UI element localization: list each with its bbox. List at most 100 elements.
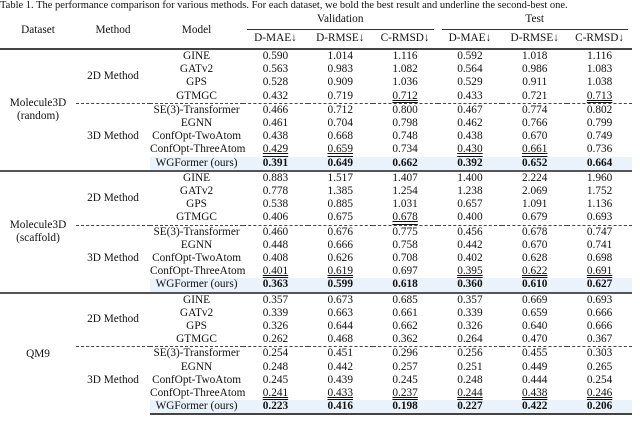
value: 1.136 [586, 198, 613, 211]
value: 0.663 [327, 306, 353, 319]
value: 0.640 [522, 320, 548, 333]
value: 0.326 [262, 320, 289, 333]
metric-value: 0.649 [307, 156, 373, 171]
best-value: 0.363 [262, 278, 289, 291]
model-name: GINE [150, 291, 244, 307]
best-value: 0.198 [392, 400, 418, 413]
value: 0.697 [392, 265, 418, 278]
model-name: GPS [186, 198, 207, 211]
best-value: 0.206 [586, 400, 613, 413]
table-row: WGFormer (ours) 0.223 0.416 0.198 0.227 0.422… [0, 400, 632, 416]
metric-value: 0.640 [502, 320, 567, 333]
value: 0.400 [457, 211, 483, 224]
metric-value: 0.529 [438, 76, 503, 89]
value: 0.528 [262, 76, 289, 89]
method-cell: 3D Method [76, 102, 151, 171]
value: 0.367 [586, 333, 613, 346]
header-dataset: Dataset [0, 13, 77, 50]
metric-value: 0.391 [243, 156, 308, 171]
best-value: 0.422 [522, 400, 548, 413]
second-best-value: 0.438 [522, 387, 548, 400]
metric-value: 0.669 [502, 291, 568, 307]
table-row: ConfOpt-ThreeAtom 0.401 0.619 0.697 0.395 0.6… [0, 265, 632, 278]
model-name: ConfOpt-ThreeAtom [150, 265, 246, 278]
metric-value: 0.444 [502, 374, 567, 387]
best-value: 0.627 [586, 278, 613, 291]
metric-value: 0.470 [502, 333, 567, 347]
metric-value: 0.704 [308, 117, 373, 130]
header-test: Test [441, 13, 628, 30]
metric-value: 0.264 [438, 333, 503, 347]
value: 0.798 [392, 117, 418, 130]
value: 0.704 [327, 117, 353, 130]
value: 1.400 [457, 171, 483, 184]
value: 0.248 [262, 360, 289, 373]
metric-value: 0.244 [438, 387, 503, 400]
metric-value: 0.442 [438, 239, 503, 252]
table-row: EGNN 0.248 0.442 0.257 0.251 0.449 0.265 [0, 361, 632, 374]
second-best-value: 0.659 [327, 143, 353, 156]
best-value: 0.391 [262, 156, 289, 169]
metric-value: 0.406 [243, 211, 308, 225]
metric-value: 0.429 [243, 143, 308, 156]
header-metric-0: D-MAE↓ [243, 30, 308, 50]
metric-value: 0.666 [308, 239, 373, 252]
value: 1.031 [392, 198, 418, 211]
metric-value: 0.206 [567, 400, 632, 416]
results-table: Dataset Method Model Validation Test D-M… [0, 13, 632, 416]
metric-value: 1.014 [308, 49, 373, 63]
metric-value: 0.460 [243, 224, 308, 239]
metric-value: 0.357 [437, 291, 503, 307]
metric-value: 0.262 [243, 333, 308, 347]
metric-value: 0.983 [308, 63, 373, 76]
metric-value: 1.136 [567, 198, 632, 211]
metric-value: 0.363 [243, 278, 308, 293]
value: 0.911 [522, 76, 548, 89]
value: 0.326 [457, 320, 483, 333]
model-name: GINE [183, 50, 211, 62]
value: 0.712 [327, 103, 353, 116]
metric-value: 0.455 [502, 346, 568, 361]
metric-value: 0.758 [373, 239, 438, 252]
value: 0.444 [522, 373, 548, 386]
value: 1.116 [587, 50, 613, 62]
metric-value: 0.461 [243, 117, 308, 130]
value: 0.438 [262, 130, 289, 143]
value: 1.752 [586, 185, 613, 198]
value: 1.038 [586, 76, 613, 89]
value: 0.362 [392, 333, 418, 346]
metric-value: 0.799 [567, 117, 632, 130]
value: 0.736 [586, 143, 613, 156]
value: 0.644 [327, 320, 353, 333]
value: 0.456 [457, 225, 483, 238]
header-metric-3: D-MAE↓ [437, 30, 503, 50]
value: 0.538 [262, 198, 289, 211]
dataset-cell: QM9 [0, 291, 77, 415]
metric-value: 0.251 [438, 361, 503, 374]
second-best-value: 0.622 [522, 265, 548, 278]
metric-value: 0.678 [502, 224, 568, 239]
model-name: ConfOpt-ThreeAtom [150, 387, 246, 400]
table-row: ConfOpt-TwoAtom 0.438 0.668 0.748 0.438 0.670… [0, 130, 632, 143]
metric-value: 0.659 [308, 143, 373, 156]
metric-value: 0.673 [307, 291, 373, 307]
metric-value: 0.462 [438, 117, 503, 130]
model-name: GATv2 [179, 306, 214, 319]
second-best-value: 0.401 [262, 265, 289, 278]
metric-value: 0.448 [243, 239, 308, 252]
metric-value: 0.360 [437, 278, 503, 293]
metric-value: 2.224 [502, 169, 568, 186]
metric-value: 0.245 [243, 374, 308, 387]
best-value: 0.662 [392, 156, 418, 169]
value: 1.238 [457, 185, 483, 198]
value: 0.466 [262, 103, 289, 116]
value: 0.248 [457, 373, 483, 386]
table-row: 3D Method SE(3)-Transformer 0.254 0.451 0.29… [0, 346, 632, 415]
best-value: 0.664 [586, 156, 613, 169]
metric-value: 0.909 [308, 76, 373, 89]
metric-value: 0.661 [502, 143, 567, 156]
value: 0.408 [262, 252, 289, 265]
model-name: GATv2 [179, 185, 214, 198]
model-name: EGNN [180, 238, 213, 251]
metric-value: 0.433 [438, 90, 503, 104]
